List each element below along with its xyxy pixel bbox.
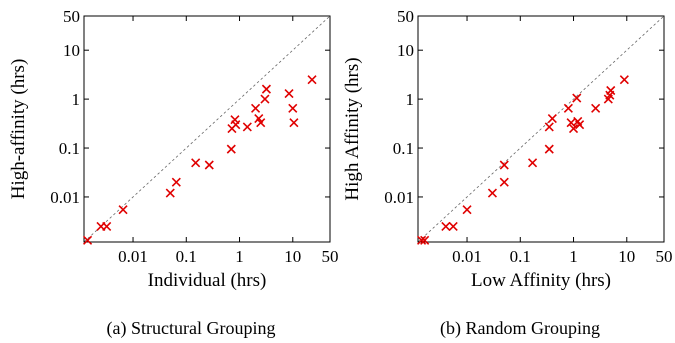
x-tick-label: 50 bbox=[656, 247, 673, 266]
data-point bbox=[547, 114, 557, 124]
data-point bbox=[441, 221, 451, 231]
x-tick-label: 1 bbox=[569, 247, 578, 266]
data-point bbox=[284, 88, 294, 99]
data-point bbox=[256, 118, 266, 128]
x-tick-label: 0.01 bbox=[118, 247, 148, 266]
data-point bbox=[420, 235, 430, 245]
subfigure-caption: (a) Structural Grouping bbox=[107, 318, 276, 339]
x-tick-label: 0.01 bbox=[452, 247, 482, 266]
diagonal-reference-line bbox=[417, 15, 665, 243]
x-tick-label: 0.1 bbox=[510, 247, 531, 266]
data-point bbox=[572, 93, 582, 103]
data-point bbox=[191, 158, 201, 168]
data-point bbox=[563, 103, 573, 113]
data-point bbox=[499, 160, 509, 170]
y-tick-label: 0.1 bbox=[59, 139, 80, 158]
data-point bbox=[416, 235, 427, 245]
y-axis-label: High-affinity (hrs) bbox=[8, 59, 29, 200]
data-point bbox=[288, 103, 298, 113]
data-point bbox=[568, 124, 579, 134]
y-tick-label: 0.1 bbox=[393, 139, 414, 158]
data-point bbox=[606, 85, 616, 96]
y-tick-label: 10 bbox=[397, 41, 414, 60]
plot-frame bbox=[83, 15, 331, 243]
plot-frame bbox=[417, 15, 665, 243]
x-tick-label: 0.1 bbox=[176, 247, 197, 266]
chart-panel-1: 0.01 0.1 1 10 50 0.01 0.1 1 10 50 Individual (hrs)… bbox=[8, 7, 339, 339]
data-point bbox=[544, 122, 554, 132]
x-axis-label: Individual (hrs) bbox=[148, 270, 267, 291]
y-axis-label: High Affinity (hrs) bbox=[342, 57, 363, 200]
y-tick-label: 1 bbox=[406, 90, 415, 109]
y-tick-label: 50 bbox=[397, 7, 414, 26]
x-tick-label: 50 bbox=[322, 247, 339, 266]
y-tick-label: 50 bbox=[63, 7, 80, 26]
y-tick-label: 1 bbox=[72, 90, 81, 109]
chart-panel-2: 0.01 0.1 1 10 50 0.01 0.1 1 10 50 Low Affinity (hr… bbox=[342, 7, 673, 339]
x-tick-label: 10 bbox=[284, 247, 301, 266]
x-axis-label: Low Affinity (hrs) bbox=[471, 270, 611, 291]
data-point bbox=[487, 188, 498, 198]
data-point bbox=[619, 75, 629, 85]
data-point bbox=[499, 177, 509, 187]
data-point bbox=[260, 94, 270, 104]
y-tick-label: 0.01 bbox=[384, 188, 414, 207]
data-point bbox=[289, 118, 299, 128]
subfigure-caption: (b) Random Grouping bbox=[440, 318, 600, 339]
data-point bbox=[242, 122, 252, 132]
data-point bbox=[231, 120, 241, 130]
diagonal-reference-line bbox=[83, 15, 331, 243]
data-point bbox=[544, 144, 554, 154]
data-point bbox=[204, 160, 214, 170]
data-point bbox=[527, 158, 538, 168]
data-point bbox=[591, 103, 601, 113]
y-tick-label: 0.01 bbox=[50, 188, 80, 207]
x-tick-label: 1 bbox=[235, 247, 244, 266]
data-point bbox=[261, 84, 271, 94]
data-point bbox=[307, 75, 317, 85]
data-point bbox=[171, 177, 181, 187]
data-point bbox=[250, 103, 261, 113]
data-point bbox=[226, 144, 236, 154]
data-point bbox=[462, 205, 472, 215]
data-point bbox=[575, 120, 585, 130]
data-point bbox=[165, 188, 175, 198]
data-point bbox=[102, 221, 112, 231]
data-point bbox=[448, 221, 458, 231]
x-tick-label: 10 bbox=[618, 247, 635, 266]
data-point bbox=[82, 235, 93, 245]
data-point bbox=[118, 205, 128, 215]
y-tick-label: 10 bbox=[63, 41, 80, 60]
